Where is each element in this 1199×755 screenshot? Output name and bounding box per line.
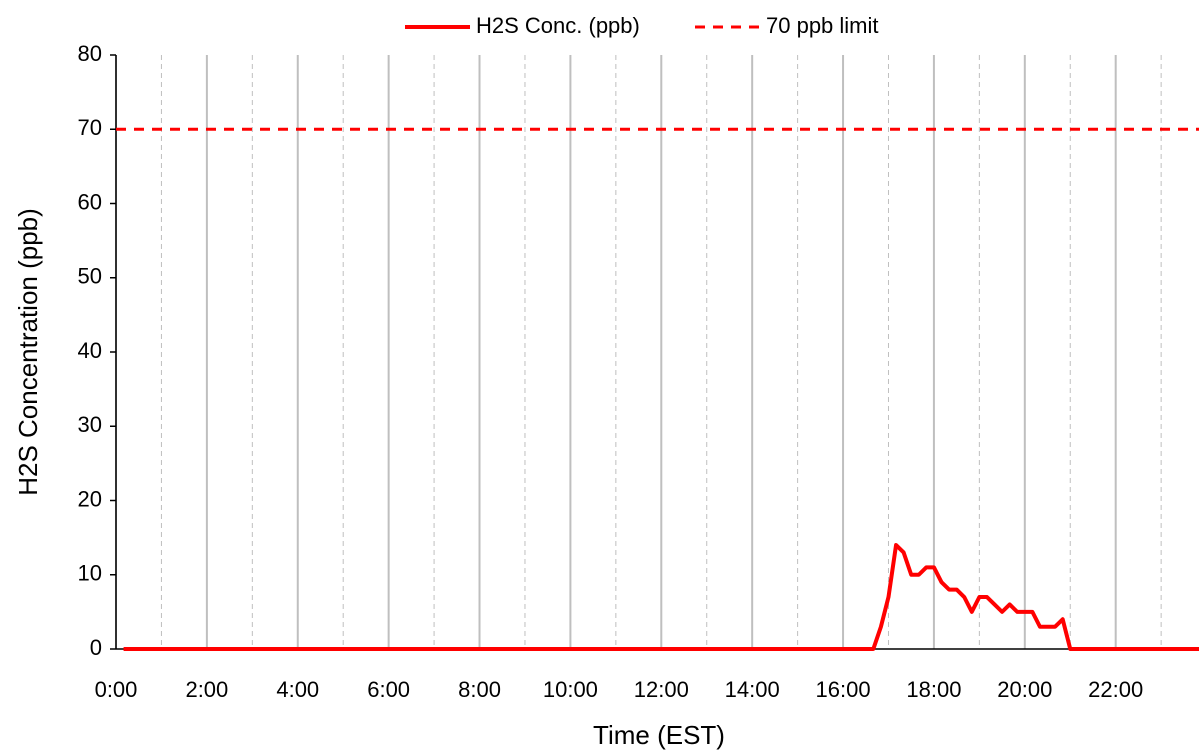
y-tick-label: 80 [78,41,102,66]
x-tick-label: 10:00 [543,677,598,702]
x-tick-label: 2:00 [185,677,228,702]
legend-label: H2S Conc. (ppb) [476,13,640,38]
x-tick-label: 12:00 [634,677,689,702]
y-axis-label: H2S Concentration (ppb) [13,208,43,496]
x-tick-label: 4:00 [276,677,319,702]
y-tick-label: 50 [78,264,102,289]
y-tick-label: 0 [90,635,102,660]
y-tick-label: 60 [78,189,102,214]
x-tick-label: 8:00 [458,677,501,702]
y-tick-label: 30 [78,412,102,437]
x-tick-label: 22:00 [1088,677,1143,702]
y-tick-label: 40 [78,338,102,363]
x-axis-label: Time (EST) [593,720,725,750]
y-tick-label: 20 [78,486,102,511]
x-tick-label: 16:00 [816,677,871,702]
x-tick-label: 0:00 [95,677,138,702]
y-tick-label: 70 [78,115,102,140]
x-tick-label: 20:00 [997,677,1052,702]
x-tick-label: 6:00 [367,677,410,702]
legend-label: 70 ppb limit [766,13,879,38]
y-tick-label: 10 [78,561,102,586]
data-line [123,543,1199,651]
x-tick-label: 18:00 [906,677,961,702]
x-tick-label: 14:00 [725,677,780,702]
